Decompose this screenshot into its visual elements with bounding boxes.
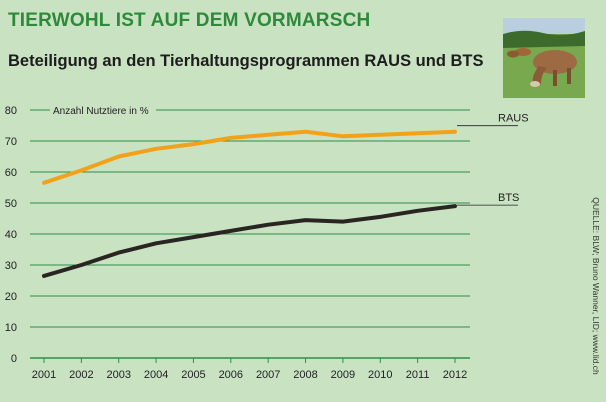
x-tick-label: 2010 <box>368 369 392 381</box>
y-tick-label: 70 <box>5 136 17 148</box>
source-text: QUELLE: BLW; Bruno Wanner, LID; www.lid.… <box>591 197 601 375</box>
x-tick-label: 2002 <box>69 369 93 381</box>
x-tick-label: 2006 <box>219 369 243 381</box>
x-tick-label: 2004 <box>144 369 168 381</box>
x-tick-label: 2001 <box>32 369 56 381</box>
series-line-raus <box>42 129 457 185</box>
x-tick-label: 2009 <box>331 369 355 381</box>
series-label-bts: BTS <box>498 192 519 204</box>
y-tick-label: 60 <box>5 167 17 179</box>
chart-title: Beteiligung an den Tierhaltungsprogramme… <box>8 52 484 70</box>
y-tick-label: 10 <box>5 322 17 334</box>
y-tick-label: 80 <box>5 105 17 117</box>
x-tick-label: 2008 <box>293 369 317 381</box>
y-axis-label: Anzahl Nutztiere in % <box>53 106 149 117</box>
series-label-raus: RAUS <box>498 113 529 125</box>
y-tick-label: 50 <box>5 198 17 210</box>
x-tick-label: 2005 <box>181 369 205 381</box>
cow-photo <box>503 18 585 98</box>
y-tick-label: 40 <box>5 229 17 241</box>
x-tick-label: 2007 <box>256 369 280 381</box>
y-tick-label: 30 <box>5 260 17 272</box>
headline: TIERWOHL IST AUF DEM VORMARSCH <box>8 10 371 31</box>
x-tick-label: 2003 <box>106 369 130 381</box>
x-tick-label: 2011 <box>406 369 430 381</box>
series-line-bts <box>42 204 457 278</box>
x-tick-label: 2012 <box>443 369 467 381</box>
y-tick-label: 0 <box>11 353 17 365</box>
y-tick-label: 20 <box>5 291 17 303</box>
source-note: QUELLE: BLW; Bruno Wanner, LID; www.lid.… <box>589 196 603 376</box>
